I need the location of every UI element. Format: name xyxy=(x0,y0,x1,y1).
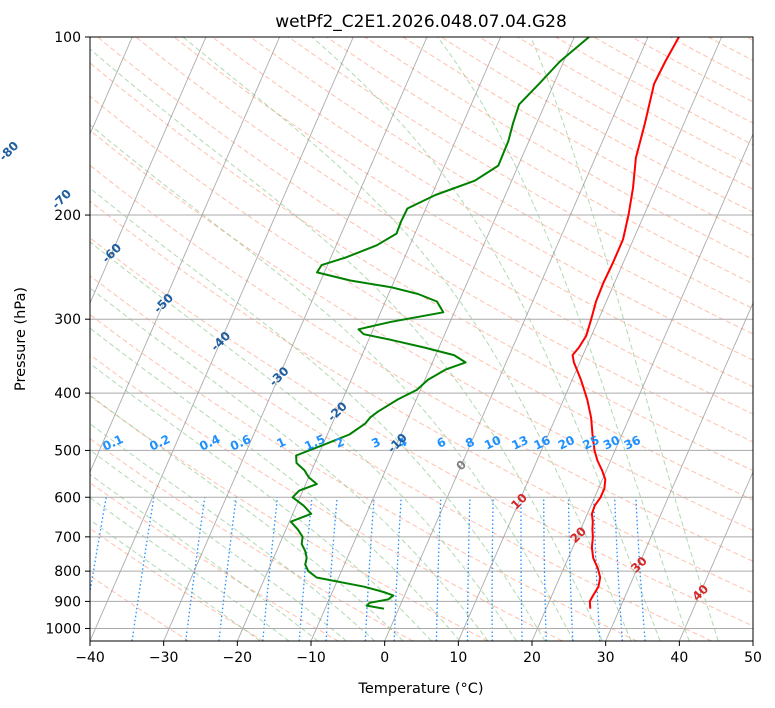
moist-adiabat-line xyxy=(90,287,489,641)
x-tick-label: −30 xyxy=(149,650,179,666)
isotherm-line xyxy=(384,37,649,641)
chart-title: wetPf2_C2E1.2026.048.07.04.G28 xyxy=(275,12,567,32)
dry-adiabat-line xyxy=(96,37,753,443)
dry-adiabat-line xyxy=(90,482,339,641)
moist-adiabat-line xyxy=(530,37,719,641)
dry-adiabat-line xyxy=(90,438,414,641)
grid-lines xyxy=(90,37,753,641)
moist-adiabat-line xyxy=(182,37,632,641)
moist-adiabat-line xyxy=(90,423,376,641)
isotherm-line xyxy=(90,37,281,474)
x-tick-label: 10 xyxy=(449,650,467,666)
moist-adiabat-line xyxy=(90,241,517,641)
y-tick-label: 900 xyxy=(54,594,81,610)
moist-adiabat-line xyxy=(90,327,461,641)
background-lines xyxy=(90,37,753,641)
moist-adiabat-line xyxy=(90,519,261,641)
y-tick-label: 500 xyxy=(54,443,81,459)
moist-adiabat-line xyxy=(90,449,347,641)
isotherm-line xyxy=(90,37,207,305)
isotherm-line xyxy=(678,470,753,641)
isotherm-line xyxy=(163,37,428,641)
mixing-ratio-label: 25 xyxy=(581,433,602,453)
dry-adiabat-line xyxy=(135,37,753,415)
mixing-ratio-label: 20 xyxy=(556,433,577,453)
y-tick-label: 200 xyxy=(54,208,81,224)
x-tick-label: 20 xyxy=(523,650,541,666)
dry-adiabat-line xyxy=(90,527,264,641)
dry-adiabat-line xyxy=(173,37,753,388)
moist-adiabat-line xyxy=(90,473,319,641)
mixing-ratio-label: 16 xyxy=(532,433,553,453)
axes: −40 −30 −20 −10 0 10 20 30 40 50 100 200 300 400 500 60… xyxy=(45,30,762,666)
series-group xyxy=(289,37,680,610)
isotherm-line xyxy=(310,37,575,641)
moist-adiabat-line xyxy=(311,37,661,641)
mixing-ratio-label: 10 xyxy=(482,433,503,453)
dry-adiabat-line xyxy=(90,395,488,641)
y-tick-label: 300 xyxy=(54,312,81,328)
x-axis-label: Temperature (°C) xyxy=(357,681,483,697)
dry-adiabat-line xyxy=(90,129,753,531)
isotherm-line xyxy=(605,301,753,641)
x-tick-label: 0 xyxy=(380,650,389,666)
dry-adiabat-line xyxy=(90,275,712,641)
isotherm-line xyxy=(236,37,502,641)
dry-adiabat-line xyxy=(90,354,563,641)
dry-adiabat-line xyxy=(90,200,753,594)
x-tick-label: 30 xyxy=(597,650,615,666)
mixing-ratio-label: 13 xyxy=(509,433,530,453)
temperature-profile-line xyxy=(571,37,680,609)
mixing-ratio-label: 30 xyxy=(601,433,622,453)
x-tick-label: −10 xyxy=(296,650,326,666)
plot-frame xyxy=(89,36,754,642)
moist-adiabat-line xyxy=(90,187,546,641)
dry-adiabat-line xyxy=(90,164,753,562)
x-tick-label: −20 xyxy=(223,650,253,666)
mixing-ratio-label: 36 xyxy=(622,433,643,453)
moist-adiabat-line xyxy=(436,37,690,641)
y-tick-label: 100 xyxy=(54,30,81,46)
isotherm-line xyxy=(457,37,723,641)
dewpoint-profile-line xyxy=(289,37,590,610)
x-tick-label: −40 xyxy=(75,650,105,666)
dry-adiabat-line xyxy=(90,95,753,501)
dry-adiabat-line xyxy=(90,237,753,627)
y-tick-label: 700 xyxy=(54,530,81,546)
y-tick-label: 800 xyxy=(54,564,81,580)
isotherm-line xyxy=(90,37,354,641)
y-tick-label: 400 xyxy=(54,386,81,402)
isotherm-line xyxy=(531,132,753,641)
y-tick-label: 1000 xyxy=(45,621,81,637)
x-tick-label: 50 xyxy=(744,650,762,666)
x-tick-label: 40 xyxy=(670,650,688,666)
y-axis-label: Pressure (hPa) xyxy=(13,287,29,391)
y-tick-label: 600 xyxy=(54,490,81,506)
